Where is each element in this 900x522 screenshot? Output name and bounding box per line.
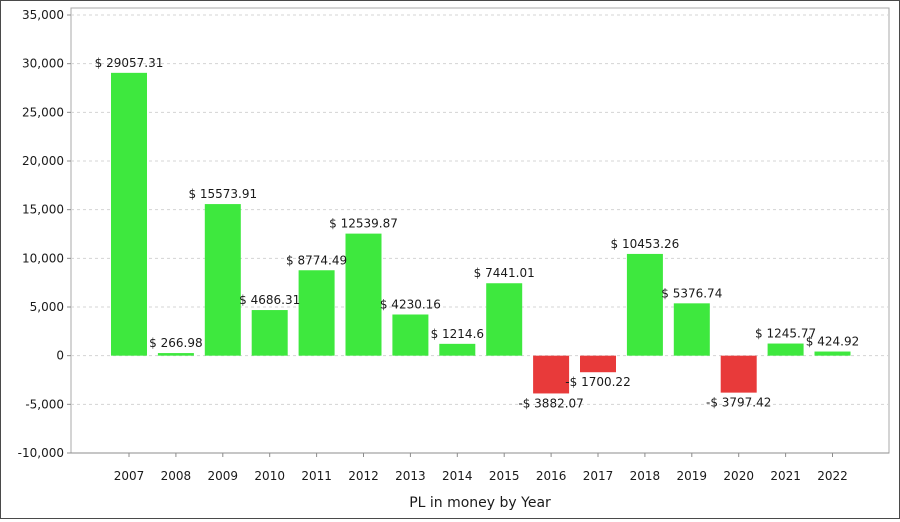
data-label-2011: $ 8774.49 — [286, 253, 347, 267]
data-label-2012: $ 12539.87 — [329, 217, 398, 231]
y-tick-label: 10,000 — [22, 251, 64, 265]
x-tick-label-2013: 2013 — [395, 469, 426, 483]
data-label-2021: $ 1245.77 — [755, 327, 816, 341]
bar-2013 — [392, 314, 429, 356]
x-axis-title: PL in money by Year — [409, 495, 551, 511]
y-axis: -10,000 -5,000 0 5,000 10,000 15,000 20,000 25,… — [18, 8, 71, 460]
x-axis: 2007 2008 2009 2010 2011 2012 2013 2014 2015 2016… — [71, 452, 889, 483]
bar-2017 — [580, 355, 616, 373]
x-tick-label-2016: 2016 — [536, 469, 567, 483]
bars — [111, 72, 851, 394]
bar-2014 — [439, 343, 476, 356]
x-tick-label-2007: 2007 — [114, 469, 145, 483]
data-label-2015: $ 7441.01 — [474, 266, 535, 280]
x-tick-label-2021: 2021 — [770, 469, 801, 483]
bar-2016 — [533, 355, 570, 394]
bar-2015 — [486, 283, 523, 356]
y-tick-label: -5,000 — [25, 397, 64, 411]
y-tick-label: 5,000 — [30, 300, 64, 314]
x-tick-label-2018: 2018 — [630, 469, 661, 483]
data-label-2018: $ 10453.26 — [611, 237, 680, 251]
x-tick-label-2015: 2015 — [489, 469, 520, 483]
data-label-2020: -$ 3797.42 — [706, 396, 771, 410]
x-tick-label-2020: 2020 — [723, 469, 754, 483]
data-label-2014: $ 1214.6 — [431, 327, 484, 341]
x-tick-label-2010: 2010 — [254, 469, 285, 483]
bar-2012 — [345, 233, 382, 356]
data-label-2010: $ 4686.31 — [239, 293, 300, 307]
data-label-2022: $ 424.92 — [806, 335, 859, 349]
bar-2020 — [720, 355, 757, 393]
data-label-2019: $ 5376.74 — [661, 286, 722, 300]
data-label-2007: $ 29057.31 — [95, 56, 164, 70]
x-tick-label-2012: 2012 — [348, 469, 379, 483]
x-tick-label-2017: 2017 — [583, 469, 614, 483]
data-label-2009: $ 15573.91 — [188, 187, 257, 201]
data-label-2008: $ 266.98 — [149, 336, 202, 350]
bar-2011 — [298, 270, 335, 356]
y-tick-label: 30,000 — [22, 57, 64, 71]
x-tick-label-2022: 2022 — [817, 469, 848, 483]
x-tick-label-2014: 2014 — [442, 469, 473, 483]
bar-2008 — [157, 353, 194, 356]
bar-2019 — [673, 303, 710, 356]
data-label-2017: -$ 1700.22 — [565, 375, 630, 389]
bar-2018 — [626, 253, 663, 356]
x-tick-label-2011: 2011 — [301, 469, 332, 483]
bar-2022 — [814, 351, 851, 356]
y-tick-label: 25,000 — [22, 105, 64, 119]
x-tick-label-2008: 2008 — [161, 469, 192, 483]
y-tick-label: 20,000 — [22, 154, 64, 168]
data-label-2013: $ 4230.16 — [380, 297, 441, 311]
bar-2021 — [767, 343, 804, 356]
y-tick-label: 35,000 — [22, 8, 64, 22]
x-tick-label-2009: 2009 — [208, 469, 239, 483]
bar-2009 — [204, 204, 241, 356]
y-tick-label: 15,000 — [22, 203, 64, 217]
x-tick-label-2019: 2019 — [677, 469, 708, 483]
y-tick-label: -10,000 — [18, 446, 64, 460]
y-tick-label: 0 — [56, 349, 64, 363]
bar-2007 — [111, 72, 147, 356]
data-label-2016: -$ 3882.07 — [518, 396, 583, 410]
bar-2010 — [251, 310, 288, 356]
data-labels: $ 29057.31 $ 266.98 $ 15573.91 $ 4686.31 $ 8… — [95, 56, 860, 411]
plot-area — [70, 7, 890, 454]
